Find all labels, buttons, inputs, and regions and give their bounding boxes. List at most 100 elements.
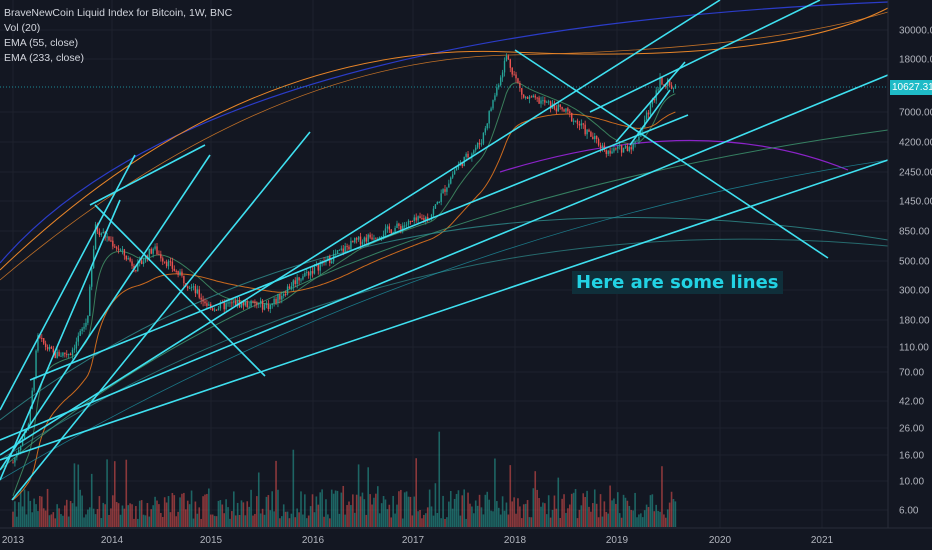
trend-line-8[interactable] [514,49,829,259]
candle-body-89 [183,275,185,284]
legend-volume-study[interactable]: Vol (20) [4,22,41,34]
candle-body-99 [202,299,204,302]
candle-body-300 [588,129,590,132]
trend-line-11[interactable] [89,144,206,206]
candle-body-101 [206,303,208,306]
trend-line-0[interactable] [0,154,136,411]
volume-bar-212 [419,509,421,527]
volume-bar-28 [65,499,68,527]
volume-bar-178 [353,512,356,527]
candle-body-60 [127,258,129,260]
time-tick-label-4: 2017 [402,535,425,546]
candle-body-81 [167,261,170,267]
volume-bar-48 [104,504,106,527]
trend-line-13[interactable] [629,89,671,146]
volume-bar-93 [190,490,193,527]
volume-bar-277 [544,503,546,527]
volume-bar-3 [17,502,20,527]
volume-bar-327 [640,513,642,527]
volume-bar-253 [497,507,500,527]
candle-body-133 [267,303,270,309]
volume-bar-204 [403,492,406,527]
candle-body-317 [620,145,623,153]
candle-body-336 [657,89,659,91]
candle-body-113 [229,302,231,304]
trend-line-10[interactable] [589,0,821,113]
trend-line-3[interactable] [0,0,721,456]
trend-line-9[interactable] [615,61,686,143]
candle-body-54 [115,247,118,249]
volume-bar-155 [309,506,312,527]
time-tick-label-2: 2015 [200,535,223,546]
candle-body-312 [611,151,613,154]
volume-bar-281 [551,509,554,527]
candle-body-98 [200,297,202,300]
volume-bar-90 [185,509,187,527]
candle-body-107 [217,308,220,311]
candle-body-130 [261,300,264,310]
volume-bar-241 [474,500,477,527]
trend-line-6[interactable] [29,114,689,381]
candle-body-293 [574,120,577,122]
volume-bar-316 [618,513,621,527]
volume-bar-45 [98,496,101,527]
volume-bar-307 [601,516,604,527]
volume-bar-229 [451,508,454,527]
trend-line-12[interactable] [0,199,121,481]
volume-bar-150 [300,491,302,527]
volume-bar-31 [71,503,74,527]
price-tick-label-5: 1450.00 [899,197,932,208]
candle-body-123 [248,306,250,308]
volume-bar-245 [482,514,485,527]
volume-bar-299 [586,490,588,527]
trend-line-1[interactable] [0,154,211,471]
volume-bar-274 [538,498,540,527]
trend-line-4[interactable] [0,74,889,441]
volume-bar-173 [344,514,346,527]
trend-line-7[interactable] [94,204,266,377]
ema-55-line [12,82,676,497]
price-axis-labels[interactable]: 30000.00 18000.00 7000.00 4200.00 2450.00 145… [899,26,932,517]
legend-symbol-title[interactable]: BraveNewCoin Liquid Index for Bitcoin, 1… [4,7,233,19]
trend-line-5[interactable] [0,159,889,461]
volume-bar-332 [649,495,652,527]
volume-bar-56 [119,514,122,527]
candle-body-216 [427,217,429,221]
candle-body-295 [578,123,581,126]
candle-body-343 [670,85,673,89]
candle-body-20 [50,346,53,349]
volume-bar-46 [100,518,103,527]
candle-body-27 [64,352,66,355]
volume-bar-310 [607,513,609,527]
candle-body-266 [523,94,525,98]
candle-body-297 [582,123,584,125]
legend-ema-55-study[interactable]: EMA (55, close) [4,37,79,49]
text-annotation[interactable]: Here are some lines [572,271,783,294]
volume-bar-73 [152,505,154,527]
candle-body-111 [225,303,227,310]
candle-body-294 [576,120,579,124]
volume-bar-210 [415,458,417,527]
volume-bar-127 [256,496,258,527]
candle-body-53 [114,246,116,248]
candle-body-51 [110,240,112,242]
candle-body-74 [154,246,156,249]
candle-body-82 [169,261,172,263]
candle-body-115 [233,301,235,303]
candle-body-225 [444,189,446,192]
volume-bar-85 [175,516,177,527]
candle-body-202 [400,226,402,230]
volume-bar-269 [528,517,531,527]
candle-body-157 [313,266,316,274]
volume-bar-95 [194,501,197,527]
candle-body-23 [56,351,58,358]
volume-bar-187 [371,504,373,527]
volume-bar-5 [21,506,24,527]
volume-bar-96 [196,513,199,527]
legend-ema-233-study[interactable]: EMA (233, close) [4,52,84,64]
volume-bar-202 [400,489,402,527]
volume-bar-203 [401,518,404,527]
candle-body-194 [384,228,387,235]
time-axis-labels[interactable]: 2013 2014 2015 2016 2017 2018 2019 2020 2021 [2,535,834,546]
